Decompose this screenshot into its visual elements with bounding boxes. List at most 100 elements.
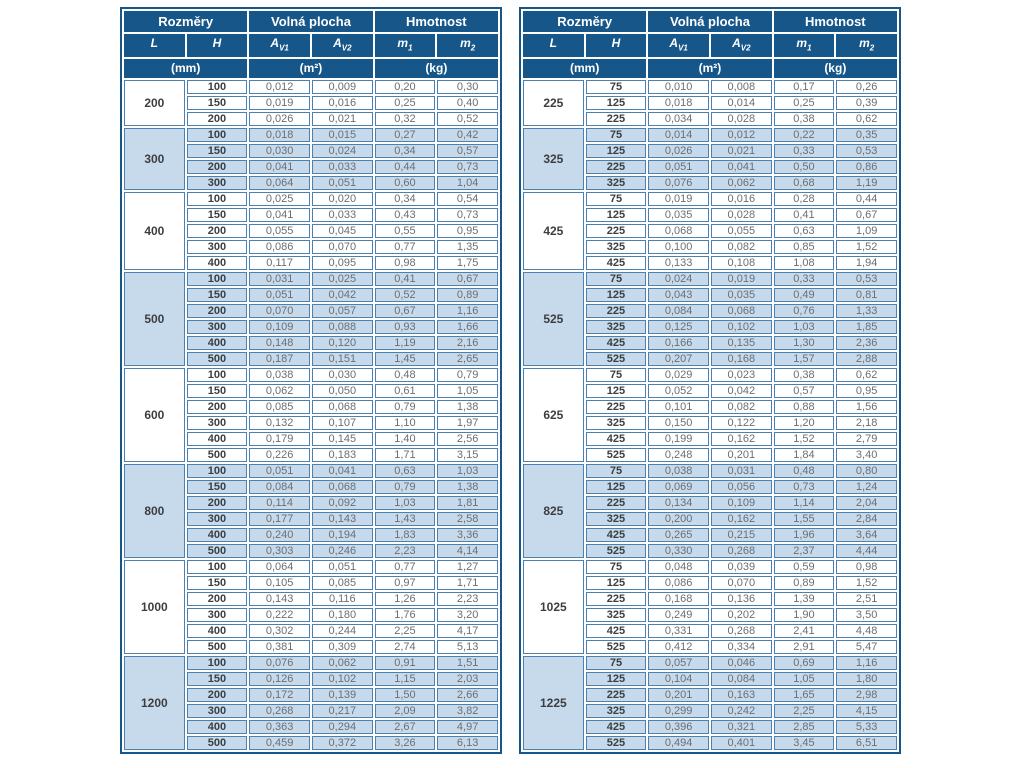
area-av1-cell: 0,207 — [648, 352, 709, 367]
table-row: 325 0,150 0,122 1,20 2,18 — [523, 416, 897, 431]
table-row: 325 75 0,014 0,012 0,22 0,35 — [523, 128, 897, 191]
table-row: 200 0,070 0,057 0,67 1,16 — [124, 304, 498, 319]
dimension-h-cell: 325 — [585, 512, 647, 527]
dimension-h-cell: 300 — [186, 512, 248, 527]
mass-m1-cell: 0,79 — [374, 480, 436, 495]
table-row: 325 0,200 0,162 1,55 2,84 — [523, 512, 897, 527]
mass-m2-cell: 0,67 — [437, 272, 498, 287]
dimension-h-cell: 225 — [585, 592, 647, 607]
table-row: 400 0,117 0,095 0,98 1,75 — [124, 256, 498, 271]
mass-m2-cell: 0,53 — [836, 144, 897, 159]
area-av1-cell: 0,104 — [648, 672, 709, 687]
mass-m1-cell: 3,45 — [773, 736, 835, 751]
mass-m2-cell: 0,67 — [836, 208, 897, 223]
area-av2-cell: 0,070 — [710, 576, 772, 591]
area-av2-cell: 0,309 — [311, 640, 373, 655]
mass-m2-cell: 0,89 — [437, 288, 498, 303]
area-av1-cell: 0,064 — [249, 560, 310, 575]
area-av2-cell: 0,102 — [311, 672, 373, 687]
column-header-m2: m2 — [437, 34, 498, 58]
area-av2-cell: 0,095 — [311, 256, 373, 271]
mass-m2-cell: 4,48 — [836, 624, 897, 639]
area-av2-cell: 0,163 — [710, 688, 772, 703]
mass-m2-cell: 1,04 — [437, 176, 498, 191]
mass-m1-cell: 1,05 — [773, 672, 835, 687]
table-row: 425 0,199 0,162 1,52 2,79 — [523, 432, 897, 447]
mass-m2-cell: 0,95 — [437, 224, 498, 239]
area-av2-cell: 0,050 — [311, 384, 373, 399]
mass-m1-cell: 0,73 — [773, 480, 835, 495]
area-av1-cell: 0,034 — [648, 112, 709, 127]
table-row: 200 0,055 0,045 0,55 0,95 — [124, 224, 498, 239]
dimension-h-cell: 125 — [585, 576, 647, 591]
mass-m2-cell: 0,26 — [836, 80, 897, 95]
table-row: 200 0,143 0,116 1,26 2,23 — [124, 592, 498, 607]
table-row: 300 0,086 0,070 0,77 1,35 — [124, 240, 498, 255]
area-av1-cell: 0,068 — [648, 224, 709, 239]
table-row: 225 0,084 0,068 0,76 1,33 — [523, 304, 897, 319]
column-header-row: L H AV1 AV2 m1 m2 — [124, 34, 498, 58]
mass-m1-cell: 0,49 — [773, 288, 835, 303]
table-row: 425 0,331 0,268 2,41 4,48 — [523, 624, 897, 639]
header-volna-plocha: Volná plocha — [249, 11, 373, 32]
area-av2-cell: 0,092 — [311, 496, 373, 511]
table-row: 300 0,064 0,051 0,60 1,04 — [124, 176, 498, 191]
mass-m1-cell: 1,03 — [773, 320, 835, 335]
dimension-h-cell: 400 — [186, 528, 248, 543]
table-row: 500 0,381 0,309 2,74 5,13 — [124, 640, 498, 655]
header-rozmery: Rozměry — [523, 11, 647, 32]
area-av1-cell: 0,200 — [648, 512, 709, 527]
table-row: 400 0,302 0,244 2,25 4,17 — [124, 624, 498, 639]
mass-m1-cell: 0,88 — [773, 400, 835, 415]
area-av2-cell: 0,180 — [311, 608, 373, 623]
mass-m1-cell: 0,20 — [374, 80, 436, 95]
mass-m2-cell: 1,97 — [437, 416, 498, 431]
dimension-h-cell: 125 — [585, 480, 647, 495]
mass-m1-cell: 2,91 — [773, 640, 835, 655]
mass-m2-cell: 1,56 — [836, 400, 897, 415]
mass-m2-cell: 1,35 — [437, 240, 498, 255]
table-row: 225 0,134 0,109 1,14 2,04 — [523, 496, 897, 511]
mass-m2-cell: 5,13 — [437, 640, 498, 655]
area-av1-cell: 0,076 — [249, 656, 310, 671]
area-av2-cell: 0,030 — [311, 368, 373, 383]
mass-m2-cell: 0,73 — [437, 208, 498, 223]
area-av1-cell: 0,101 — [648, 400, 709, 415]
dimension-h-cell: 300 — [186, 320, 248, 335]
area-av1-cell: 0,086 — [648, 576, 709, 591]
mass-m2-cell: 0,86 — [836, 160, 897, 175]
mass-m1-cell: 0,76 — [773, 304, 835, 319]
dimension-l-cell: 400 — [124, 192, 185, 271]
area-av2-cell: 0,088 — [311, 320, 373, 335]
table-row: 500 0,187 0,151 1,45 2,65 — [124, 352, 498, 367]
dimension-h-cell: 425 — [585, 720, 647, 735]
area-av1-cell: 0,085 — [249, 400, 310, 415]
dimension-h-cell: 325 — [585, 704, 647, 719]
table-row: 125 0,104 0,084 1,05 1,80 — [523, 672, 897, 687]
area-av1-cell: 0,177 — [249, 512, 310, 527]
table-row: 300 0,132 0,107 1,10 1,97 — [124, 416, 498, 431]
area-av2-cell: 0,035 — [710, 288, 772, 303]
dimension-h-cell: 150 — [186, 288, 248, 303]
area-av2-cell: 0,334 — [710, 640, 772, 655]
area-av1-cell: 0,187 — [249, 352, 310, 367]
mass-m1-cell: 0,55 — [374, 224, 436, 239]
table-row: 400 100 0,025 0,020 0,34 0,54 — [124, 192, 498, 271]
table-row: 600 100 0,038 0,030 0,48 0,79 — [124, 368, 498, 463]
column-header-m2: m2 — [836, 34, 897, 58]
mass-m2-cell: 1,03 — [437, 464, 498, 479]
table-row: 400 0,179 0,145 1,40 2,56 — [124, 432, 498, 447]
mass-m1-cell: 0,28 — [773, 192, 835, 207]
area-av2-cell: 0,031 — [710, 464, 772, 479]
dimension-h-cell: 200 — [186, 160, 248, 175]
mass-m2-cell: 0,52 — [437, 112, 498, 127]
mass-m2-cell: 1,27 — [437, 560, 498, 575]
mass-m2-cell: 1,52 — [836, 240, 897, 255]
dimension-h-cell: 500 — [186, 736, 248, 751]
area-av1-cell: 0,051 — [648, 160, 709, 175]
mass-m2-cell: 0,35 — [836, 128, 897, 143]
area-av1-cell: 0,126 — [249, 672, 310, 687]
area-av2-cell: 0,246 — [311, 544, 373, 559]
dimension-h-cell: 100 — [186, 368, 248, 383]
